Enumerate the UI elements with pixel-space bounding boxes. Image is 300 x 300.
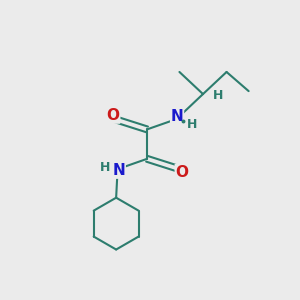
Text: H: H (187, 118, 197, 131)
Text: N: N (112, 163, 125, 178)
Text: O: O (175, 165, 188, 180)
Text: H: H (100, 161, 110, 174)
Text: H: H (213, 89, 224, 102)
Text: N: N (171, 109, 184, 124)
Text: O: O (107, 108, 120, 123)
